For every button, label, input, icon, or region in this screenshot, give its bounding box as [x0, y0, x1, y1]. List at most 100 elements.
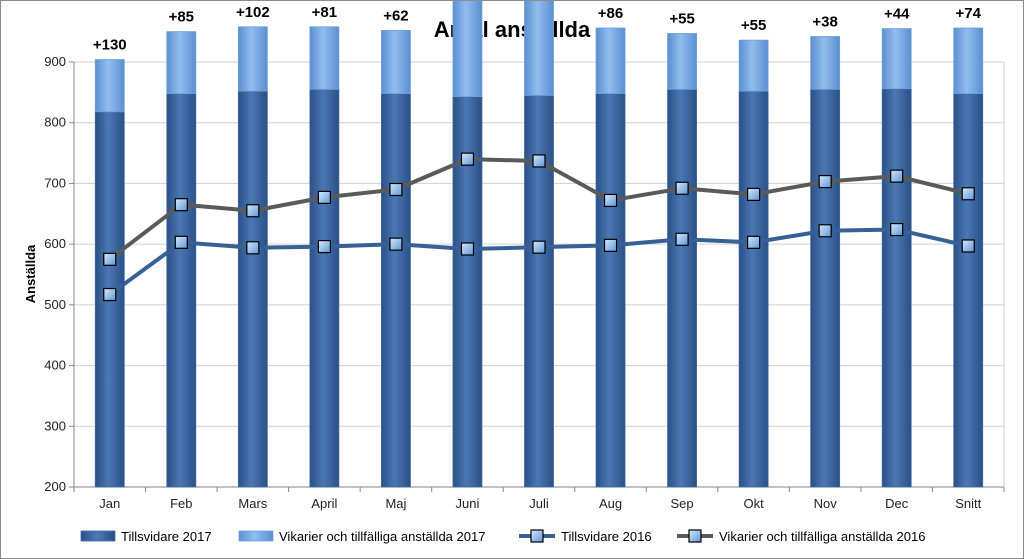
data-label: +55: [741, 17, 766, 34]
bar-vikarier-2017: [381, 30, 411, 94]
line-marker: [103, 287, 117, 302]
data-label: +85: [169, 9, 194, 26]
y-tick-label: 700: [44, 175, 66, 190]
x-tick-label: Sep: [671, 496, 694, 511]
line-marker: [747, 187, 761, 201]
x-tick-label: Juni: [456, 496, 480, 511]
bar-tillsvidare-2017: [381, 93, 411, 488]
y-tick-label: 800: [44, 115, 66, 130]
x-tick-label: Nov: [814, 496, 838, 511]
line-marker: [890, 169, 904, 183]
legend-swatch: [238, 530, 274, 542]
data-label: +86: [598, 5, 623, 22]
y-tick-label: 500: [44, 297, 66, 312]
line-marker: [246, 204, 260, 218]
data-label: +62: [383, 7, 408, 24]
line-marker: [174, 235, 188, 249]
x-tick-label: Juli: [529, 496, 549, 511]
legend-vikarier-2017: Vikarier och tillfälliga anställda 2017: [238, 529, 485, 544]
line-marker: [317, 239, 331, 254]
y-axis-label: Anställda: [23, 244, 38, 303]
line-marker: [532, 154, 546, 168]
line-marker: [532, 240, 546, 254]
line-marker: [961, 187, 975, 201]
data-label: +102: [236, 4, 270, 21]
bar-vikarier-2017: [667, 33, 697, 90]
x-tick-label: Okt: [743, 496, 764, 511]
legend-tillsvidare-2016: Tillsvidare 2016: [519, 529, 652, 544]
bar-vikarier-2017: [881, 28, 912, 90]
line-marker: [174, 198, 188, 212]
data-label: +130: [93, 37, 127, 54]
bar-vikarier-2017: [166, 31, 197, 94]
legend-label: Vikarier och tillfälliga anställda 2016: [719, 529, 925, 544]
bar-vikarier-2017: [810, 36, 841, 90]
line-marker: [890, 222, 904, 237]
lines: [103, 152, 975, 302]
x-tick-label: Aug: [599, 496, 622, 511]
bar-vikarier-2017: [953, 27, 984, 94]
data-label: +38: [812, 14, 837, 31]
legend-marker: [530, 529, 544, 543]
line-marker: [961, 239, 975, 253]
bar-vikarier-2017: [738, 39, 769, 92]
bar-vikarier-2017: [237, 26, 268, 92]
bar-vikarier-2017: [524, 1, 554, 96]
bar-tillsvidare-2017: [881, 88, 912, 488]
x-tick-label: Feb: [170, 496, 192, 511]
bar-vikarier-2017: [94, 59, 125, 113]
line-marker: [747, 235, 761, 249]
data-label: +44: [884, 6, 910, 23]
bar-tillsvidare-2017: [237, 90, 268, 488]
legend-marker: [688, 529, 702, 543]
bar-tillsvidare-2017: [810, 88, 841, 488]
y-tick-label: 400: [44, 358, 66, 373]
line-marker: [246, 241, 260, 255]
legend-label: Tillsvidare 2017: [121, 529, 212, 544]
line-marker: [818, 175, 832, 189]
line-marker: [103, 252, 117, 266]
x-axis-ticks: Jan Feb Mars April Maj Juni Juli Aug Sep Okt Nov De…: [73, 487, 1005, 511]
bar-tillsvidare-2017: [309, 88, 340, 488]
y-tick-label: 200: [44, 479, 66, 494]
y-tick-label: 600: [44, 236, 66, 251]
line-marker: [317, 190, 331, 204]
bar-tillsvidare-2017: [953, 93, 984, 488]
line-marker: [460, 152, 475, 166]
x-tick-label: Snitt: [955, 496, 981, 511]
legend-label: Vikarier och tillfälliga anställda 2017: [279, 529, 485, 544]
legend-vikarier-2016: Vikarier och tillfälliga anställda 2016: [677, 529, 925, 544]
bar-vikarier-2017: [452, 1, 483, 98]
bar-tillsvidare-2017: [738, 90, 769, 488]
x-tick-label: Dec: [885, 496, 909, 511]
x-tick-label: Jan: [99, 496, 120, 511]
legend-tillsvidare-2017: Tillsvidare 2017: [80, 529, 212, 544]
line-marker: [675, 181, 689, 195]
line-marker: [603, 238, 618, 252]
line-marker: [460, 242, 475, 256]
bar-tillsvidare-2017: [667, 88, 697, 488]
line-marker: [818, 224, 832, 238]
x-tick-label: April: [311, 496, 337, 511]
bar-tillsvidare-2017: [595, 93, 626, 488]
line-marker: [389, 182, 403, 197]
y-tick-label: 900: [44, 54, 66, 69]
bar-vikarier-2017: [595, 27, 626, 94]
line-marker: [675, 232, 689, 246]
data-labels: +130+85+102+81+62+70+76+86+55+55+38+44+7…: [93, 4, 982, 54]
x-tick-label: Mars: [238, 496, 267, 511]
data-label: +55: [669, 10, 694, 27]
legend-label: Tillsvidare 2016: [561, 529, 652, 544]
bar-tillsvidare-2017: [524, 94, 554, 488]
y-axis-ticks: 200 300 400 500 600 700 800 900: [44, 54, 74, 494]
bars: [94, 1, 984, 488]
x-tick-label: Maj: [385, 496, 406, 511]
data-label: +81: [312, 4, 337, 21]
line-marker: [603, 193, 618, 208]
legend: Tillsvidare 2017 Vikarier och tillfälliga…: [80, 529, 925, 544]
y-tick-label: 300: [44, 418, 66, 433]
legend-swatch: [80, 530, 116, 542]
bar-tillsvidare-2017: [166, 93, 197, 488]
